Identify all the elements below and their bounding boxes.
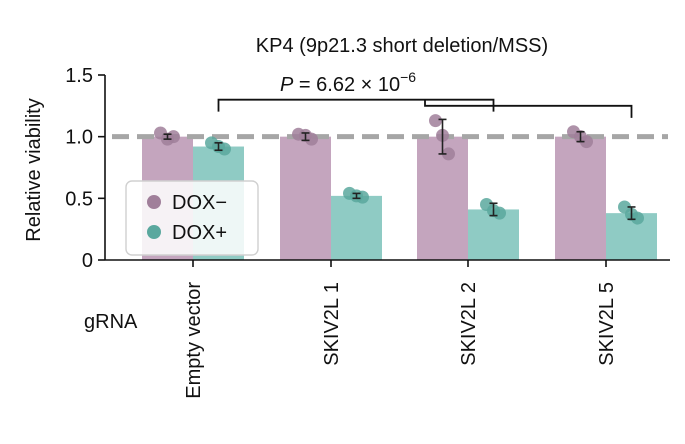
plot-area: 0 0.5 1.0 1.5 Empty vector SKIV2L 1 SKIV2L 2 SK… (65, 65, 670, 399)
chart-title: KP4 (9p21.3 short deletion/MSS) (256, 35, 548, 57)
legend-label: DOX− (172, 192, 227, 214)
legend: DOX− DOX+ (125, 180, 259, 256)
p-value-text: = 6.62 × 10 (293, 74, 400, 96)
legend-marker (147, 195, 161, 209)
p-value-label: P = 6.62 × 10−6 (280, 69, 416, 96)
legend-label: DOX+ (172, 222, 227, 244)
p-value-exponent: −6 (400, 69, 416, 85)
bar-dox-minus-4 (555, 136, 606, 260)
x-axis-label: gRNA (84, 311, 138, 333)
x-tick-label: SKIV2L 2 (458, 282, 480, 366)
bar-dox-plus-2 (331, 195, 382, 260)
significance-bracket (424, 99, 633, 118)
y-tick-label: 1.5 (65, 65, 93, 87)
x-tick-label: Empty vector (183, 282, 205, 399)
y-tick-label: 1.0 (65, 127, 93, 149)
bar-dox-minus-2 (280, 136, 331, 260)
p-value-symbol: P (280, 74, 294, 96)
bar-dox-plus-3 (468, 209, 519, 260)
y-tick-label: 0.5 (65, 188, 93, 210)
data-point (429, 114, 442, 128)
bar-dox-plus-4 (606, 213, 657, 260)
bar-dox-minus-3 (417, 136, 468, 260)
data-point (442, 147, 455, 161)
y-tick-label: 0 (82, 250, 93, 272)
legend-marker (147, 225, 161, 239)
x-tick-label: SKIV2L 1 (321, 282, 343, 366)
x-tick-label: SKIV2L 5 (596, 282, 618, 366)
y-axis-label: Relative viability (23, 98, 45, 241)
